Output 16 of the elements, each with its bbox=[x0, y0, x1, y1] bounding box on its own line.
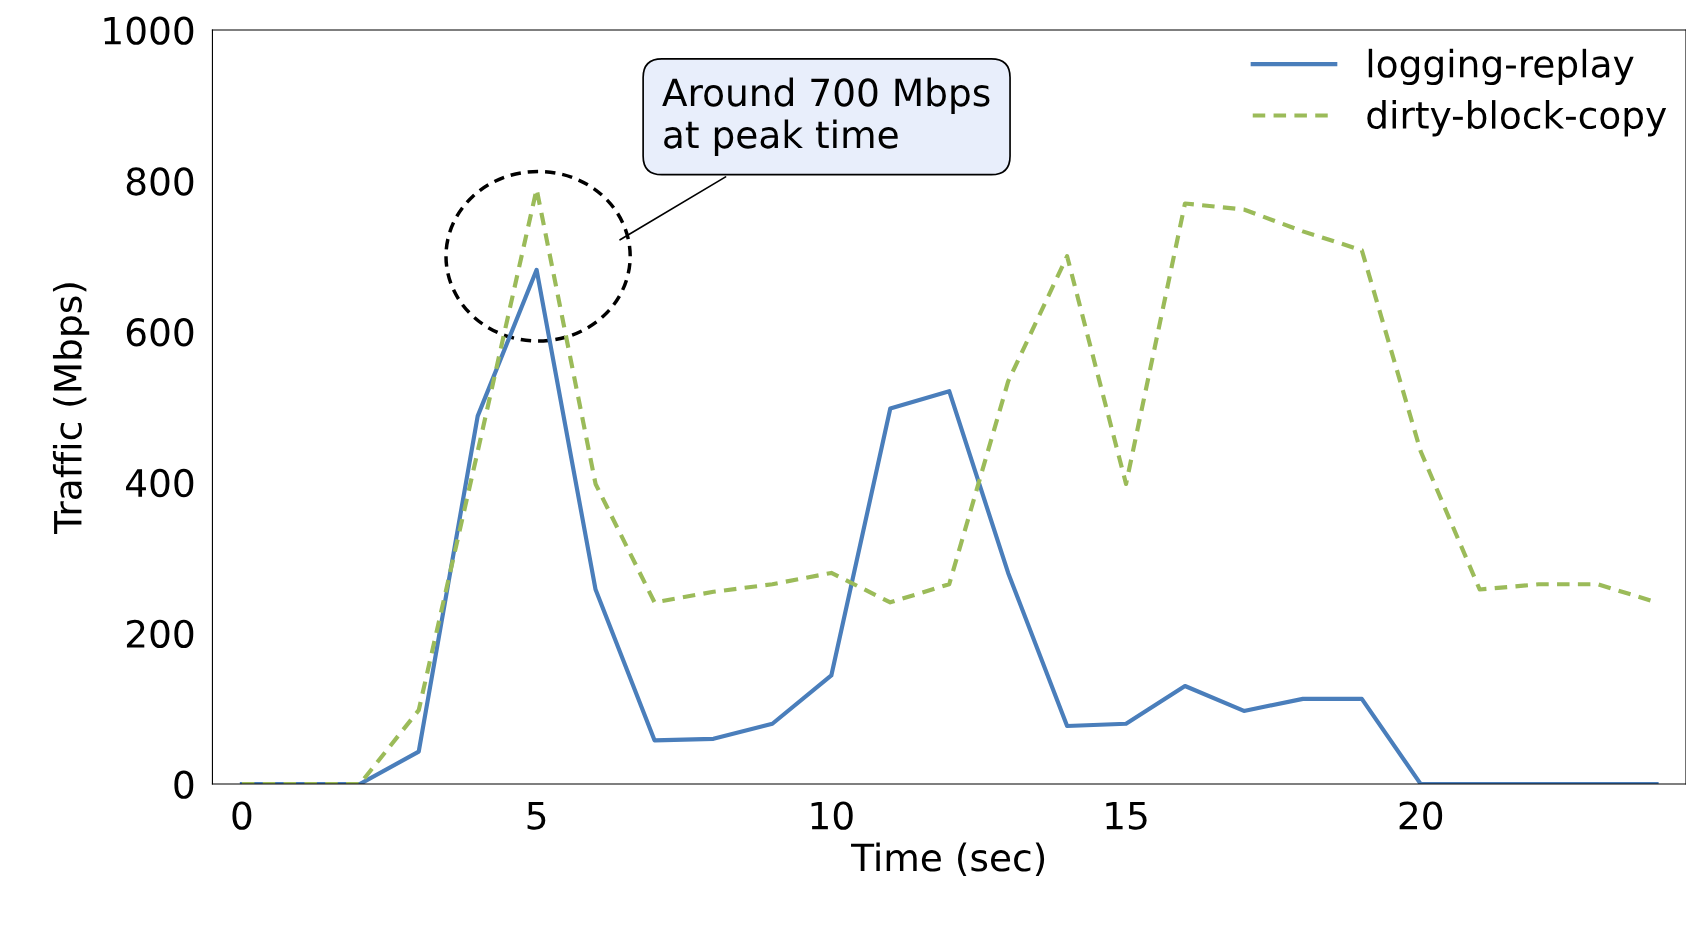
y-tick-label: 200 bbox=[126, 619, 194, 649]
x-tick-label: 15 bbox=[1106, 801, 1147, 830]
x-tick-label: 20 bbox=[1399, 801, 1443, 830]
legend-label: dirty-block-copy bbox=[1367, 100, 1667, 137]
y-tick-label: 600 bbox=[126, 318, 194, 347]
y-tick-label: 800 bbox=[126, 167, 194, 196]
annotation: Around 700 Mbps at peak time bbox=[662, 77, 990, 156]
x-axis-title: Time (sec) bbox=[851, 842, 1045, 877]
x-tick-label: 0 bbox=[232, 801, 252, 830]
x-tick-label: 5 bbox=[527, 801, 546, 830]
y-tick-label: 400 bbox=[126, 468, 194, 498]
y-tick-label: 1000 bbox=[104, 16, 194, 45]
y-axis-title: Traffic (Mbps) bbox=[52, 283, 90, 535]
x-tick-label: 10 bbox=[811, 801, 853, 830]
y-tick-label: 0 bbox=[174, 770, 194, 799]
legend-label: logging-replay bbox=[1368, 48, 1634, 86]
